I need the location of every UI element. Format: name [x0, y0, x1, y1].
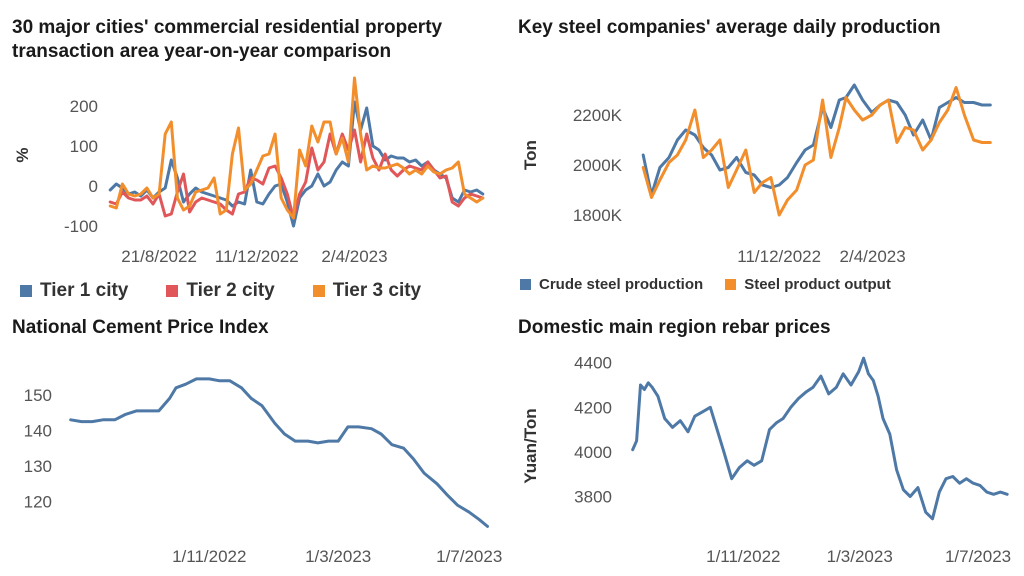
x-tick-label: 1/11/2022: [172, 547, 246, 566]
chart-panel-steel: Key steel companies' average daily produ…: [512, 0, 1024, 310]
chart-plot-steel: 1800K 2000K 2200K 11/12/2022 2/4/2023 Ton: [521, 83, 992, 266]
chart-plot-rebar: 3800 4000 4200 4400 1/11/2022 1/3/2023 1/7/202…: [521, 354, 1011, 566]
legend-label: Steel product output: [744, 276, 891, 293]
y-tick-label: 3800: [574, 488, 612, 507]
y-axis-label: Yuan/Ton: [521, 408, 540, 483]
y-tick-label: 4000: [574, 443, 612, 462]
x-tick-label: 1/7/2023: [945, 547, 1011, 566]
x-tick-label: 2/4/2023: [321, 247, 387, 266]
y-tick-label: 200: [70, 97, 98, 116]
series-line: [631, 356, 1009, 521]
series-line: [69, 377, 489, 528]
legend-label: Tier 2 city: [186, 280, 275, 301]
chart-legend: Crude steel production Steel product out…: [520, 276, 913, 293]
chart-title: Domestic main region rebar prices: [518, 317, 831, 338]
x-tick-label: 21/8/2022: [121, 247, 197, 266]
y-tick-label: 4400: [574, 354, 612, 373]
legend-item: Tier 1 city: [20, 280, 128, 302]
legend-item: Crude steel production: [520, 276, 703, 293]
chart-panel-rebar: Domestic main region rebar prices 3800 40…: [512, 306, 1024, 576]
legend-label: Tier 1 city: [40, 280, 129, 301]
chart-plot-cement: 120 130 140 150 1/11/2022 1/3/2023 1/7/2023: [24, 377, 502, 566]
legend-item: Tier 3 city: [312, 280, 422, 302]
legend-swatch: [312, 285, 325, 297]
y-tick-label: 130: [24, 457, 52, 476]
x-tick-label: 1/3/2023: [827, 547, 893, 566]
legend-label: Crude steel production: [539, 276, 704, 293]
chart-plot-property: -100 0 100 200 21/8/2022 11/12/2022 2/4/2023%: [13, 76, 485, 266]
series-line: [108, 76, 485, 220]
y-tick-label: 140: [24, 421, 52, 440]
y-tick-label: 1800K: [573, 206, 623, 225]
y-tick-label: 2200K: [573, 106, 623, 125]
x-tick-label: 2/4/2023: [840, 247, 906, 266]
y-tick-label: 4200: [574, 398, 612, 417]
legend-swatch: [725, 279, 737, 290]
chart-panel-cement: National Cement Price Index 120 130 140 150…: [0, 306, 512, 576]
legend-swatch: [166, 285, 179, 297]
series-line: [108, 128, 485, 220]
chart-legend: Tier 1 city Tier 2 city Tier 3 city: [20, 280, 443, 302]
y-tick-label: 150: [24, 386, 52, 405]
y-tick-label: 100: [70, 137, 98, 156]
y-axis-label: Ton: [521, 140, 540, 170]
legend-swatch: [520, 279, 531, 290]
x-tick-label: 1/3/2023: [305, 547, 371, 566]
y-axis-label: %: [13, 147, 32, 162]
y-tick-label: 2000K: [573, 156, 623, 175]
x-tick-label: 1/11/2022: [706, 547, 780, 566]
chart-panel-property: 30 major cities' commercial residential …: [0, 0, 512, 310]
legend-label: Tier 3 city: [332, 280, 422, 301]
y-tick-label: 120: [24, 493, 52, 512]
series-line: [641, 86, 992, 217]
chart-title: National Cement Price Index: [12, 317, 269, 338]
chart-title: 30 major cities' commercial residential …: [12, 17, 443, 62]
x-tick-label: 11/12/2022: [737, 247, 821, 266]
y-tick-label: 0: [89, 177, 98, 196]
chart-title: Key steel companies' average daily produ…: [518, 17, 941, 38]
y-tick-label: -100: [64, 217, 98, 236]
x-tick-label: 1/7/2023: [436, 547, 502, 566]
legend-item: Tier 2 city: [166, 280, 275, 302]
legend-swatch: [20, 285, 32, 297]
legend-item: Steel product output: [725, 276, 891, 293]
x-tick-label: 11/12/2022: [215, 247, 299, 266]
